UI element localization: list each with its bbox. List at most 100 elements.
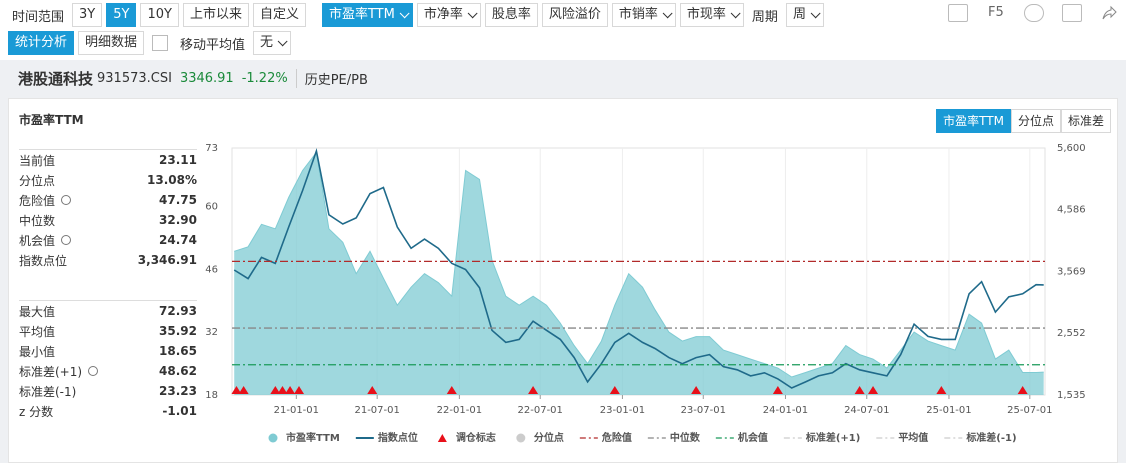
- period-button[interactable]: 周: [785, 3, 824, 27]
- view-button[interactable]: 明细数据: [78, 31, 145, 55]
- metric-button[interactable]: 市净率: [416, 3, 481, 27]
- stat-value: 23.11: [159, 153, 197, 167]
- panel-tab[interactable]: 市盈率TTM: [936, 109, 1011, 133]
- period-value: 周: [792, 7, 806, 22]
- metric-button[interactable]: 股息率: [484, 3, 538, 27]
- decimal-icon[interactable]: [152, 35, 169, 51]
- stat-value: 35.92: [159, 324, 197, 338]
- stat-label-text: 危险值: [19, 193, 56, 208]
- legend-label: 分位点: [534, 431, 564, 444]
- legend-label: 中位数: [670, 431, 701, 444]
- range-button[interactable]: 5Y: [106, 3, 137, 27]
- stat-row: 危险值 47.75: [19, 190, 197, 210]
- stat-row: 当前值 23.11: [19, 149, 197, 170]
- stat-label: 标准差(+1): [19, 363, 99, 380]
- y2-tick-label: 2,552: [1057, 328, 1086, 339]
- stat-row: 分位点 13.08%: [19, 170, 197, 190]
- add-icon[interactable]: [1024, 4, 1044, 22]
- area-fill: [234, 152, 1044, 395]
- stat-value: 18.65: [159, 344, 197, 358]
- metric-label: 风险溢价: [548, 7, 601, 22]
- y2-tick-label: 3,569: [1057, 266, 1086, 277]
- metric-label: 市净率: [423, 7, 463, 22]
- index-change: -1.22%: [241, 70, 288, 86]
- rebalance-marker: [277, 386, 288, 394]
- rebalance-marker: [691, 386, 702, 394]
- y2-tick-label: 1,535: [1057, 390, 1086, 401]
- stat-row: 指数点位 3,346.91: [19, 250, 197, 270]
- x-tick-label: 25-01-01: [926, 405, 971, 416]
- stat-row: 机会值 24.74: [19, 230, 197, 250]
- panel-tab[interactable]: 分位点: [1010, 109, 1061, 133]
- metric-button[interactable]: 市销率: [611, 3, 676, 27]
- stat-label-text: 最小值: [19, 344, 56, 359]
- x-tick-label: 22-01-01: [437, 405, 482, 416]
- stat-label: 最小值: [19, 343, 55, 360]
- legend-label: 机会值: [738, 431, 768, 444]
- legend-symbol: [516, 433, 526, 443]
- range-button[interactable]: 3Y: [72, 3, 103, 27]
- y2-tick-label: 5,600: [1057, 143, 1086, 154]
- panel-title: 市盈率TTM: [19, 113, 84, 127]
- rebalance-marker: [270, 386, 281, 394]
- range-button[interactable]: 自定义: [252, 3, 306, 27]
- metric-label: 市现率: [686, 7, 726, 22]
- toolbar: 时间范围 3Y 5Y 10Y 上市以来 自定义 市盈率TTM 市净率 股息率 风险溢价 市销率 市现率…: [8, 3, 824, 27]
- stat-row: 中位数 32.90: [19, 210, 197, 230]
- stat-row: 标准差(-1) 23.23: [19, 381, 197, 401]
- index-line: [233, 147, 1044, 389]
- index-price: 3346.91: [179, 70, 234, 86]
- stat-group: 当前值 23.11 分位点 13.08% 危险值 47.75 中位数 32.90 机会值 24.7…: [19, 149, 197, 270]
- stat-label: 中位数: [19, 212, 55, 229]
- history-link[interactable]: 历史PE/PB: [295, 68, 368, 88]
- stat-value: 32.90: [159, 213, 197, 227]
- stat-label-text: 当前值: [19, 153, 56, 168]
- stat-label-text: z 分数: [19, 404, 54, 419]
- rebalance-marker: [1017, 386, 1028, 394]
- panel-tab[interactable]: 标准差: [1060, 109, 1111, 133]
- stats: 当前值 23.11 分位点 13.08% 危险值 47.75 中位数 32.90 机会值 24.7…: [19, 149, 197, 421]
- stat-group: 最大值 72.93 平均值 35.92 最小值 18.65 标准差(+1) 48.62 标准差(…: [19, 300, 197, 421]
- stat-value: 23.23: [159, 384, 197, 398]
- range-button[interactable]: 上市以来: [182, 3, 249, 27]
- x-tick-label: 22-07-01: [518, 405, 563, 416]
- rebalance-marker: [868, 386, 879, 394]
- settings-icon[interactable]: [61, 234, 72, 245]
- legend-label: 市盈率TTM: [286, 431, 340, 444]
- word-icon[interactable]: [1062, 4, 1082, 22]
- share-glyph: [1102, 5, 1117, 20]
- metric-button[interactable]: 市现率: [679, 3, 744, 27]
- rebalance-marker: [772, 386, 783, 394]
- settings-icon[interactable]: [61, 194, 72, 205]
- legend-label: 指数点位: [378, 431, 418, 444]
- range-button[interactable]: 10Y: [140, 3, 179, 27]
- legend-label: 平均值: [898, 431, 928, 444]
- rebalance-marker: [936, 386, 947, 394]
- excel-icon[interactable]: [948, 4, 968, 22]
- rebalance-marker: [238, 386, 249, 394]
- ma-button[interactable]: 无: [253, 31, 292, 55]
- rebalance-marker: [609, 386, 620, 394]
- share-icon[interactable]: [1100, 4, 1120, 22]
- stat-value: 48.62: [159, 364, 197, 378]
- view-button[interactable]: 统计分析: [8, 31, 75, 55]
- y-tick-label: 46: [205, 264, 218, 275]
- range-label: 时间范围: [12, 9, 65, 25]
- stat-label: 分位点: [19, 172, 55, 189]
- metric-button[interactable]: 风险溢价: [541, 3, 608, 27]
- refresh[interactable]: F5: [988, 5, 1004, 20]
- stat-label-text: 平均值: [19, 324, 56, 339]
- y-tick-label: 73: [205, 143, 218, 154]
- subbar: 统计分析 明细数据 移动平均值无: [8, 31, 292, 55]
- settings-icon[interactable]: [88, 365, 99, 376]
- stat-label: z 分数: [19, 403, 53, 420]
- metric-label: 市盈率TTM: [328, 7, 395, 22]
- rebalance-marker: [231, 386, 242, 394]
- stat-row: z 分数 -1.01: [19, 401, 197, 421]
- stat-value: 47.75: [159, 193, 197, 207]
- stat-row: 最小值 18.65: [19, 341, 197, 361]
- x-tick-label: 24-07-01: [844, 405, 889, 416]
- metric-button[interactable]: 市盈率TTM: [321, 3, 413, 27]
- legend-label: 标准差(-1): [965, 431, 1016, 444]
